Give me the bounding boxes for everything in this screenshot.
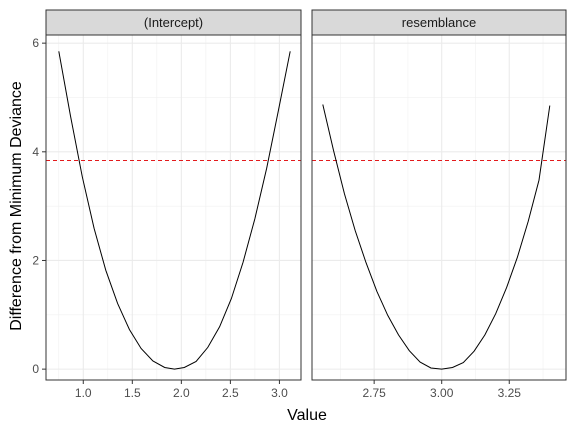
panel-1: (Intercept) 1.0 1.5 2.0 2.5 3.0 0 2 4 6 — [32, 10, 301, 400]
x-tick-label: 1.0 — [75, 386, 92, 400]
x-tick-label: 2.5 — [222, 386, 239, 400]
x-tick-label: 1.5 — [124, 386, 141, 400]
x-tick-label: 3.00 — [430, 386, 454, 400]
panels: (Intercept)1.0 1.5 2.0 2.5 3.00246resemblanc… — [32, 10, 566, 400]
y-tick-label: 4 — [32, 145, 39, 159]
y-tick-label: 0 — [32, 362, 39, 376]
plot-background — [312, 35, 566, 380]
x-axis-title: Value — [287, 407, 327, 424]
x-tick-label: 3.0 — [271, 386, 288, 400]
y-tick-label: 2 — [32, 253, 39, 267]
y-axis-title: Difference from Minimum Deviance — [8, 81, 25, 331]
x-tick-label: 3.25 — [498, 386, 522, 400]
x-tick-label: 2.0 — [173, 386, 190, 400]
panel-2: resemblance 2.75 3.00 3.25 — [312, 10, 566, 400]
facet-strip-label: resemblance — [402, 15, 476, 30]
y-tick-label: 6 — [32, 36, 39, 50]
plot-background — [46, 35, 301, 380]
facet-strip-label: (Intercept) — [144, 15, 203, 30]
x-tick-label: 2.75 — [362, 386, 386, 400]
